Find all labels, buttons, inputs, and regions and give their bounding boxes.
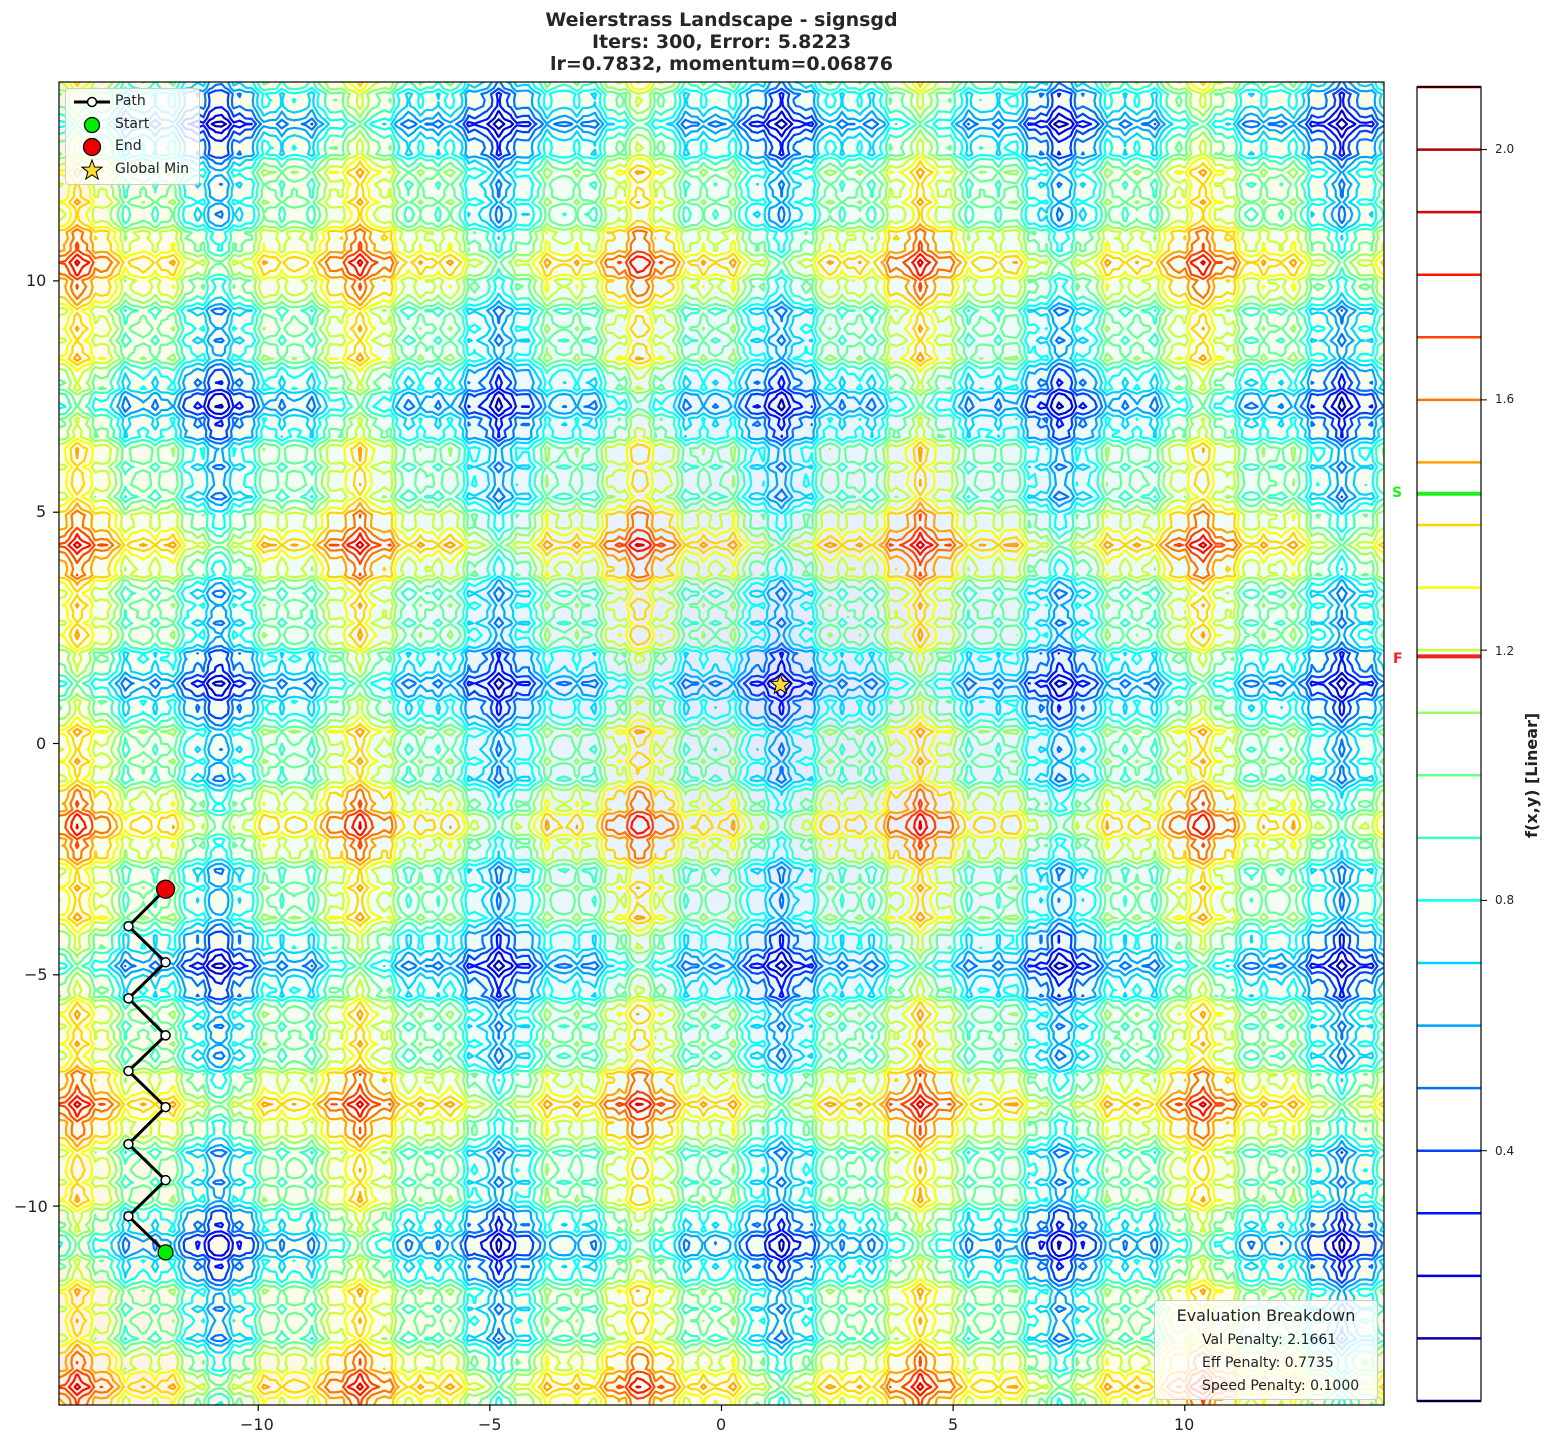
contour-line <box>59 82 1384 1405</box>
legend-label: End <box>115 138 142 154</box>
path-point <box>123 1065 134 1077</box>
contour-line <box>205 109 1357 1259</box>
chart-title-line-2: Iters: 300, Error: 5.8223 <box>591 31 852 53</box>
colorbar-tick-label: 1.2 <box>1495 644 1515 658</box>
contour-plot-area <box>59 82 1384 1405</box>
path-point <box>123 993 134 1004</box>
path-point <box>160 957 171 968</box>
colorbar-tick-label: 1.6 <box>1495 392 1515 406</box>
legend-item-path: Path <box>66 91 199 113</box>
y-tick-label: 0 <box>36 734 47 753</box>
x-tick-label: 5 <box>948 1415 959 1434</box>
legend-item-global-min: Global Min <box>66 159 199 181</box>
contour-line <box>59 82 1384 1405</box>
path-point <box>123 1211 134 1222</box>
colorbar <box>1416 85 1487 1403</box>
legend-label: Start <box>115 116 150 132</box>
path-point <box>160 1030 171 1041</box>
legend-label: Global Min <box>115 161 189 177</box>
legend: Path Start End Global Min <box>65 88 200 185</box>
contour-line <box>113 82 1384 1351</box>
y-tick-label: 5 <box>36 502 47 521</box>
optimizer-path <box>123 672 792 1261</box>
contour-line <box>59 82 1384 1405</box>
speed-penalty: Speed Penalty: 0.1000 <box>1202 1378 1360 1394</box>
path-point <box>123 1138 134 1150</box>
contour-line <box>59 167 1299 1405</box>
eff-penalty: Eff Penalty: 0.7735 <box>1202 1355 1334 1371</box>
legend-item-end: End <box>66 136 199 158</box>
global-min-star-icon <box>769 672 792 695</box>
path-point <box>123 920 134 932</box>
colorbar-label: f(x,y) [Linear] <box>1522 712 1541 838</box>
contour-line <box>59 82 1384 1405</box>
contour-line <box>123 87 1379 1341</box>
contour-line <box>59 82 1384 1405</box>
x-tick-label: −10 <box>240 1415 274 1434</box>
x-tick-label: −5 <box>478 1415 502 1434</box>
path-point <box>160 1101 171 1113</box>
legend-item-start: Start <box>66 114 199 136</box>
colorbar-tick-label: 2.0 <box>1495 142 1515 156</box>
y-tick-label: −10 <box>14 1197 48 1216</box>
contour-line <box>72 258 1208 1392</box>
x-tick-label: 10 <box>1174 1415 1195 1434</box>
path-point <box>160 1174 171 1186</box>
x-tick-label: 0 <box>716 1415 727 1434</box>
end-marker <box>155 879 176 899</box>
path-line-icon <box>74 96 110 108</box>
evaluation-breakdown-box: Evaluation Breakdown Val Penalty: 2.1661… <box>1154 1300 1378 1400</box>
star-icon <box>80 159 104 181</box>
val-penalty: Val Penalty: 2.1661 <box>1202 1332 1337 1348</box>
start-marker <box>157 1244 174 1261</box>
green-circle-icon <box>83 116 101 134</box>
chart-title-line-3: lr=0.7832, momentum=0.06876 <box>550 53 893 75</box>
y-tick-label: 10 <box>26 271 47 290</box>
contour-line <box>59 240 1226 1405</box>
contour-line <box>187 91 1375 1277</box>
y-tick-label: −5 <box>24 965 48 984</box>
chart-title-line-1: Weierstrass Landscape - signsgd <box>545 9 898 31</box>
evaluation-heading: Evaluation Breakdown <box>1176 1306 1356 1325</box>
colorbar-tick-label: 0.8 <box>1495 893 1515 907</box>
contour-line <box>59 82 1384 1405</box>
colorbar-final-marker: F <box>1393 651 1403 667</box>
contour-line <box>67 253 1213 1397</box>
colorbar-start-marker: S <box>1392 485 1403 501</box>
contour-line <box>59 82 1384 1405</box>
red-circle-icon <box>82 137 102 157</box>
legend-label: Path <box>115 93 146 109</box>
contour-line <box>107 82 1384 1357</box>
colorbar-tick-label: 0.4 <box>1495 1144 1515 1158</box>
